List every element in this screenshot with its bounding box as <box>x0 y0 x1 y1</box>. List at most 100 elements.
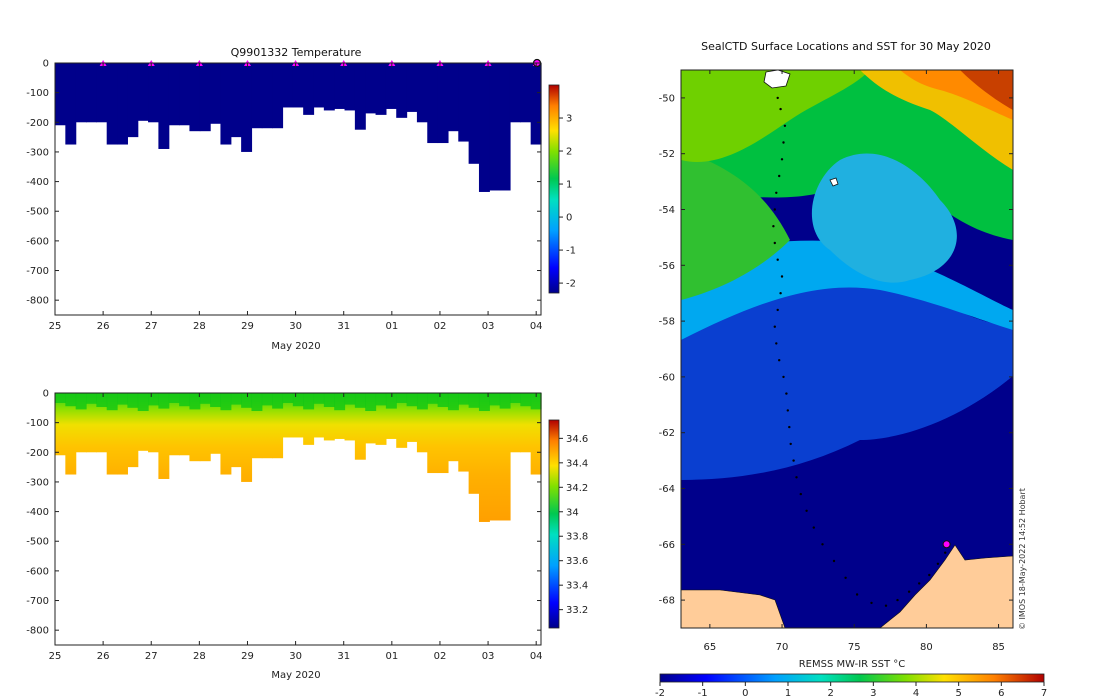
track-point <box>778 174 781 178</box>
track-point <box>782 375 785 379</box>
salinity-xlabel: May 2020 <box>271 670 320 681</box>
surface-fresh-layer <box>344 393 356 405</box>
profile-column <box>416 393 428 453</box>
surface-fresh-layer <box>241 393 253 408</box>
profile-column <box>137 63 149 121</box>
profile-column <box>158 63 170 149</box>
y-tick-label: -700 <box>26 596 49 607</box>
track-point <box>884 604 888 607</box>
x-tick-label: 02 <box>434 651 447 662</box>
profile-column <box>189 393 201 462</box>
y-tick-label: -400 <box>26 177 49 188</box>
track-point <box>773 325 776 328</box>
sst-colorbar-tick-label: 2 <box>827 688 833 699</box>
surface-fresh-layer <box>86 393 97 404</box>
profile-column <box>137 393 149 451</box>
track-point <box>776 258 779 261</box>
land-west <box>681 589 786 628</box>
profile-column <box>220 63 232 145</box>
surface-fresh-layer <box>251 393 263 411</box>
temperature-title: Q9901332 Temperature <box>231 46 362 59</box>
surface-fresh-layer <box>478 393 490 411</box>
colorbar-tick-label: 34.6 <box>566 434 588 445</box>
track-point <box>772 225 775 228</box>
x-tick-label: 31 <box>337 651 350 662</box>
track-point <box>788 425 791 429</box>
track-point <box>780 158 784 161</box>
sst-colorbar-tick-label: 3 <box>870 688 876 699</box>
surface-fresh-layer <box>292 393 304 407</box>
surface-fresh-layer <box>189 393 201 410</box>
y-tick-label: -300 <box>26 147 49 158</box>
profile-column <box>478 63 490 192</box>
colorbar-tick-label: 33.6 <box>566 556 588 567</box>
profile-column <box>272 393 284 459</box>
profile-column <box>520 63 532 123</box>
sst-colorbar <box>659 673 1045 683</box>
profile-column <box>334 393 346 439</box>
profile-column <box>365 63 377 114</box>
y-tick-label: 0 <box>43 389 49 400</box>
profile-column <box>75 63 87 123</box>
map-frame <box>680 69 1014 629</box>
profile-column <box>427 393 439 474</box>
y-tick-label: -200 <box>26 448 49 459</box>
track-point <box>918 582 921 585</box>
profile-column <box>96 63 108 123</box>
sst-map-title: SealCTD Surface Locations and SST for 30… <box>701 40 991 53</box>
colorbar-tick-label: 34.4 <box>566 458 588 469</box>
surface-fresh-layer <box>406 393 418 407</box>
lat-tick-label: -58 <box>659 317 675 328</box>
temperature-axes-frame <box>54 62 542 316</box>
track-point <box>896 598 899 602</box>
surface-fresh-layer <box>55 393 66 403</box>
lon-tick-label: 85 <box>992 642 1005 653</box>
profile-column <box>261 63 273 129</box>
profile-column <box>458 393 470 472</box>
profile-column <box>292 393 304 438</box>
track-point <box>775 342 778 345</box>
x-tick-label: 27 <box>145 651 158 662</box>
track-point <box>832 559 836 563</box>
profile-column <box>437 393 449 474</box>
colorbar-tick-label: 2 <box>566 147 572 158</box>
profile-column <box>313 63 325 108</box>
surface-fresh-layer <box>106 393 118 411</box>
y-tick-label: -500 <box>26 537 49 548</box>
surface-fresh-layer <box>230 393 242 405</box>
lat-tick-label: -56 <box>659 261 675 272</box>
track-point <box>773 241 776 245</box>
profile-column <box>478 393 490 522</box>
lat-tick-label: -68 <box>659 596 675 607</box>
profile-column <box>354 63 366 130</box>
x-tick-label: 29 <box>241 321 254 332</box>
profile-column <box>117 393 128 475</box>
sst-colorbar-tick-label: 4 <box>913 688 919 699</box>
surface-fresh-layer <box>96 393 108 407</box>
y-tick-label: -700 <box>26 266 49 277</box>
surface-fresh-layer <box>509 393 521 403</box>
temperature-x-axis: 25 26 27 28 29 30 31 01 02 03 04 <box>49 63 543 332</box>
colorbar-tick-label: -2 <box>566 279 576 290</box>
profile-column <box>354 393 366 460</box>
profile-column <box>251 63 263 129</box>
surface-fresh-layer <box>199 393 211 404</box>
track-point <box>805 509 808 512</box>
salinity-panel: 0 -100 -200 -300 -400 -500 -600 -700 -800 25 26 27… <box>26 389 588 682</box>
profile-column <box>272 63 284 129</box>
colorbar-tick-label: 33.2 <box>566 605 588 616</box>
temperature-colorbar <box>548 84 560 294</box>
surface-fresh-layer <box>447 393 459 411</box>
temperature-colorbar-ticks: 3 2 1 0 -1 -2 <box>559 114 576 290</box>
x-tick-label: 31 <box>337 321 350 332</box>
surface-fresh-layer <box>148 393 159 406</box>
profile-column <box>437 63 449 144</box>
surface-fresh-layer <box>282 393 294 403</box>
profile-column <box>158 393 170 479</box>
x-tick-label: 27 <box>145 321 158 332</box>
lon-tick-label: 75 <box>848 642 861 653</box>
surface-fresh-layer <box>416 393 428 410</box>
profile-column <box>210 393 222 454</box>
track-point <box>773 208 776 211</box>
profile-column <box>365 393 377 444</box>
